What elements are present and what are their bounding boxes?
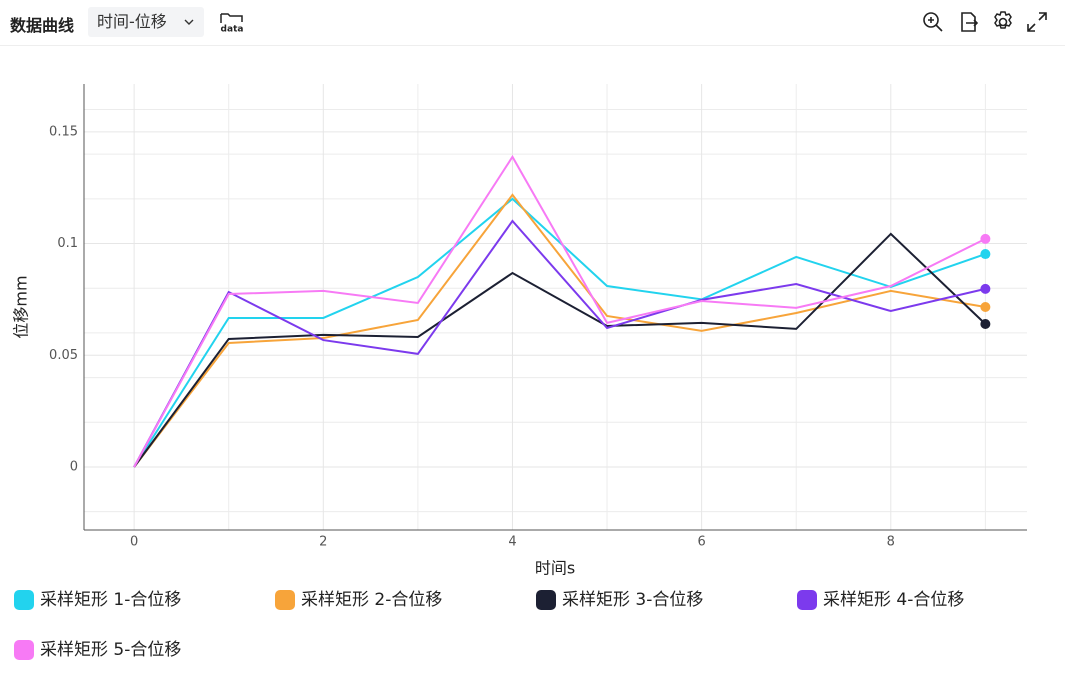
end-point bbox=[980, 233, 991, 244]
end-point bbox=[980, 302, 991, 312]
legend-item[interactable]: 采样矩形 1-合位移 bbox=[14, 588, 181, 612]
x-tick-label: 4 bbox=[508, 535, 516, 550]
end-point bbox=[980, 283, 991, 294]
x-tick-label: 6 bbox=[697, 535, 705, 550]
export-data-button[interactable]: data bbox=[219, 10, 245, 36]
export-label: data bbox=[221, 25, 244, 35]
mode-dropdown[interactable]: 时间-位移 bbox=[88, 7, 204, 37]
legend-item[interactable]: 采样矩形 5-合位移 bbox=[14, 638, 181, 662]
x-axis-title: 时间s bbox=[535, 559, 575, 578]
export-button[interactable] bbox=[957, 10, 981, 34]
legend-item[interactable]: 采样矩形 2-合位移 bbox=[275, 588, 442, 612]
toolbar: 数据曲线 时间-位移 data bbox=[0, 0, 1065, 46]
y-tick-label: 0.15 bbox=[49, 124, 78, 139]
x-tick-label: 0 bbox=[130, 535, 138, 550]
legend-swatch bbox=[797, 590, 817, 610]
series-line bbox=[133, 154, 986, 468]
legend-label: 采样矩形 1-合位移 bbox=[40, 590, 182, 610]
y-tick-label: 0 bbox=[70, 459, 78, 474]
legend-label: 采样矩形 3-合位移 bbox=[562, 590, 704, 610]
series-line bbox=[133, 232, 987, 468]
y-tick-label: 0.05 bbox=[49, 348, 78, 363]
chevron bbox=[184, 19, 194, 25]
legend-item[interactable]: 采样矩形 4-合位移 bbox=[797, 588, 964, 612]
panel-title: 数据曲线 bbox=[10, 16, 75, 35]
legend-label: 采样矩形 5-合位移 bbox=[40, 640, 182, 660]
settings-button[interactable] bbox=[991, 10, 1015, 34]
zoom-button[interactable] bbox=[921, 10, 945, 34]
series-line bbox=[133, 193, 986, 468]
y-axis-title: 位移mm bbox=[12, 275, 31, 338]
x-tick-label: 8 bbox=[887, 535, 895, 550]
y-tick-label: 0.1 bbox=[57, 236, 78, 251]
legend-swatch bbox=[14, 640, 34, 660]
legend-label: 采样矩形 2-合位移 bbox=[301, 590, 443, 610]
legend-label: 采样矩形 4-合位移 bbox=[823, 590, 965, 610]
legend-swatch bbox=[536, 590, 556, 610]
end-point bbox=[980, 318, 991, 329]
series-line bbox=[133, 197, 986, 468]
end-point bbox=[980, 249, 991, 260]
fullscreen-button[interactable] bbox=[1025, 10, 1049, 34]
legend-swatch bbox=[14, 590, 34, 610]
legend-item[interactable]: 采样矩形 3-合位移 bbox=[536, 588, 703, 612]
dropdown-label: 时间-位移 bbox=[97, 12, 167, 31]
series-line bbox=[133, 219, 986, 468]
x-tick-label: 2 bbox=[319, 535, 327, 550]
legend-swatch bbox=[275, 590, 295, 610]
